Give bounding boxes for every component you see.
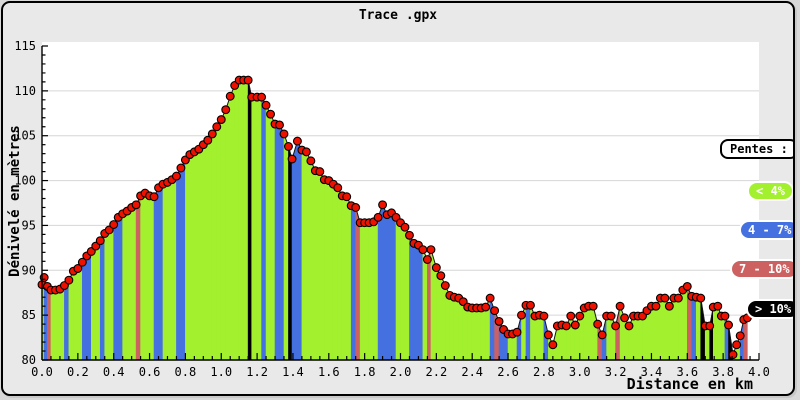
legend-item-0: < 4%: [747, 181, 793, 201]
svg-text:1.2: 1.2: [246, 365, 268, 379]
svg-text:3.2: 3.2: [605, 365, 627, 379]
svg-text:95: 95: [22, 218, 36, 232]
x-tick-labels: 0.0 0.2 0.4 0.6 0.8 1.0 1.2 1.4 1.6 1.8 2.0 2.2 2.4 2…: [31, 353, 770, 379]
legend-title: Pentes :: [720, 139, 793, 159]
svg-text:1.8: 1.8: [354, 365, 376, 379]
svg-text:0.6: 0.6: [139, 365, 161, 379]
svg-text:3.8: 3.8: [712, 365, 734, 379]
svg-text:115: 115: [14, 39, 36, 53]
svg-text:3.0: 3.0: [569, 365, 591, 379]
svg-text:0.0: 0.0: [31, 365, 53, 379]
svg-text:2.8: 2.8: [533, 365, 555, 379]
svg-text:100: 100: [14, 174, 36, 188]
y-axis-title: Dénivelé en mètres: [7, 125, 23, 277]
svg-text:1.6: 1.6: [318, 365, 340, 379]
svg-text:1.0: 1.0: [210, 365, 232, 379]
svg-text:0.8: 0.8: [175, 365, 197, 379]
svg-text:90: 90: [22, 263, 36, 277]
legend-item-3: > 10%: [746, 299, 793, 319]
svg-text:3.6: 3.6: [676, 365, 698, 379]
svg-text:3.4: 3.4: [641, 365, 663, 379]
svg-text:0.2: 0.2: [67, 365, 89, 379]
svg-text:105: 105: [14, 129, 36, 143]
svg-text:110: 110: [14, 84, 36, 98]
svg-text:0.4: 0.4: [103, 365, 125, 379]
svg-text:4.0: 4.0: [748, 365, 770, 379]
svg-text:2.4: 2.4: [461, 365, 483, 379]
data-point-markers: [37, 75, 752, 360]
x-axis-title: Distance en km: [626, 375, 753, 393]
svg-text:85: 85: [22, 308, 36, 322]
chart-title: Trace .gpx: [358, 8, 438, 23]
svg-text:1.4: 1.4: [282, 365, 304, 379]
svg-text:2.0: 2.0: [390, 365, 412, 379]
svg-text:80: 80: [22, 353, 36, 367]
y-tick-labels: 80 85 90 95 100 105 110 115: [14, 39, 48, 367]
elevation-profile-chart: 80 85 90 95 100 105 110 115 0.0 0.2 0.4 0.6 0.8 1.0 1.…: [14, 39, 770, 379]
legend-item-2: 7 - 10%: [730, 259, 793, 279]
svg-text:2.2: 2.2: [426, 365, 448, 379]
slope-segments: [41, 79, 748, 361]
svg-text:2.6: 2.6: [497, 365, 519, 379]
legend-item-1: 4 - 7%: [739, 220, 793, 240]
